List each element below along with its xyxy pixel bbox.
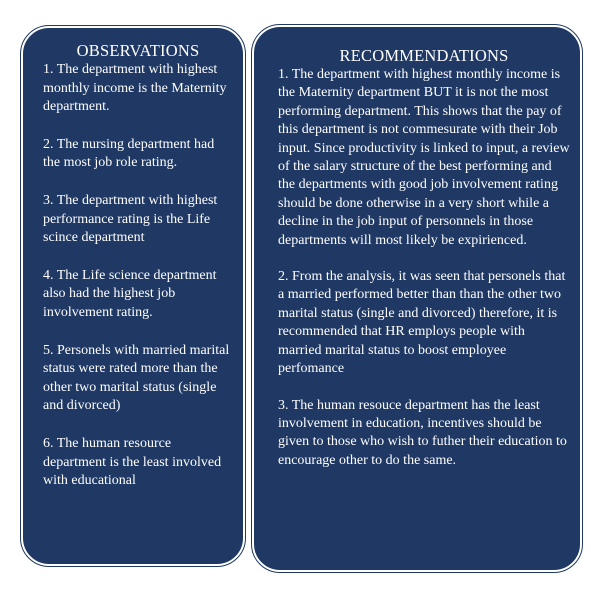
observation-item-3: 3. The department with highest performan…	[43, 192, 218, 246]
recommendation-item-2: 2. From the analysis, it was seen that p…	[278, 269, 566, 377]
recommendations-panel: RECOMMENDATIONS 1. The department with h…	[251, 24, 583, 573]
observation-item-1: 1. The department with highest monthly i…	[43, 62, 227, 115]
recommendation-item-1: 1. The department with highest monthly i…	[278, 67, 570, 248]
observation-item-2: 2. The nursing department had the most j…	[43, 136, 215, 171]
observation-item-5: 5. Personels with married marital status…	[43, 342, 230, 414]
observations-title: OBSERVATIONS	[76, 41, 200, 60]
observations-panel: OBSERVATIONS 1. The department with high…	[20, 25, 246, 567]
recommendations-title: RECOMMENDATIONS	[339, 46, 509, 65]
observation-item-6: 6. The human resource department is the …	[43, 435, 222, 489]
observation-item-4: 4. The Life science department also had …	[43, 267, 217, 320]
recommendation-item-3: 3. The human resouce department has the …	[278, 397, 567, 468]
